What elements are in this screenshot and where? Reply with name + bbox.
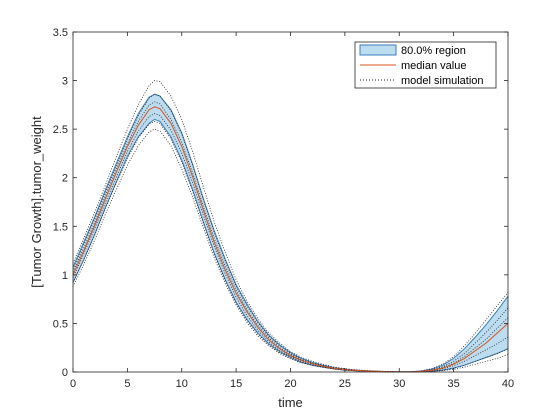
axis-ticks: 0 5 10 15 20 25 30 35 40 0 0.5 1 1.5 2 2.5 3 3.5 xyxy=(53,27,514,390)
y-tick-label: 2.5 xyxy=(53,124,68,136)
y-tick-label: 0 xyxy=(62,367,68,379)
y-tick-label: 0.5 xyxy=(53,318,68,330)
x-tick-label: 40 xyxy=(502,378,514,390)
simulation-line-6 xyxy=(72,128,509,373)
x-tick-label: 10 xyxy=(176,378,188,390)
y-tick-label: 3 xyxy=(62,76,68,88)
x-tick-label: 20 xyxy=(284,378,296,390)
x-tick-label: 5 xyxy=(124,378,130,390)
x-tick-label: 15 xyxy=(230,378,242,390)
legend-label-median: median value xyxy=(401,60,466,72)
x-axis-label: time xyxy=(278,395,303,410)
plot-area xyxy=(72,80,509,373)
region-upper-edge xyxy=(72,93,509,373)
simulation-line-2 xyxy=(72,93,509,373)
y-axis-label: [Tumor Growth].tumor_weight xyxy=(29,116,44,288)
region-lower-edge xyxy=(72,118,509,373)
y-tick-label: 1.5 xyxy=(53,221,68,233)
x-tick-label: 0 xyxy=(70,378,76,390)
simulation-line-1 xyxy=(72,80,509,373)
y-tick-label: 1 xyxy=(62,270,68,282)
y-tick-label: 3.5 xyxy=(53,27,68,39)
x-tick-label: 25 xyxy=(339,378,351,390)
median-line xyxy=(72,106,509,373)
legend: 80.0% region median value model simulati… xyxy=(354,41,497,89)
legend-label-simulation: model simulation xyxy=(401,75,484,87)
x-tick-label: 30 xyxy=(393,378,405,390)
legend-label-region: 80.0% region xyxy=(401,45,466,57)
x-tick-label: 35 xyxy=(448,378,460,390)
y-tick-label: 2 xyxy=(62,173,68,185)
legend-swatch-region xyxy=(359,44,397,56)
